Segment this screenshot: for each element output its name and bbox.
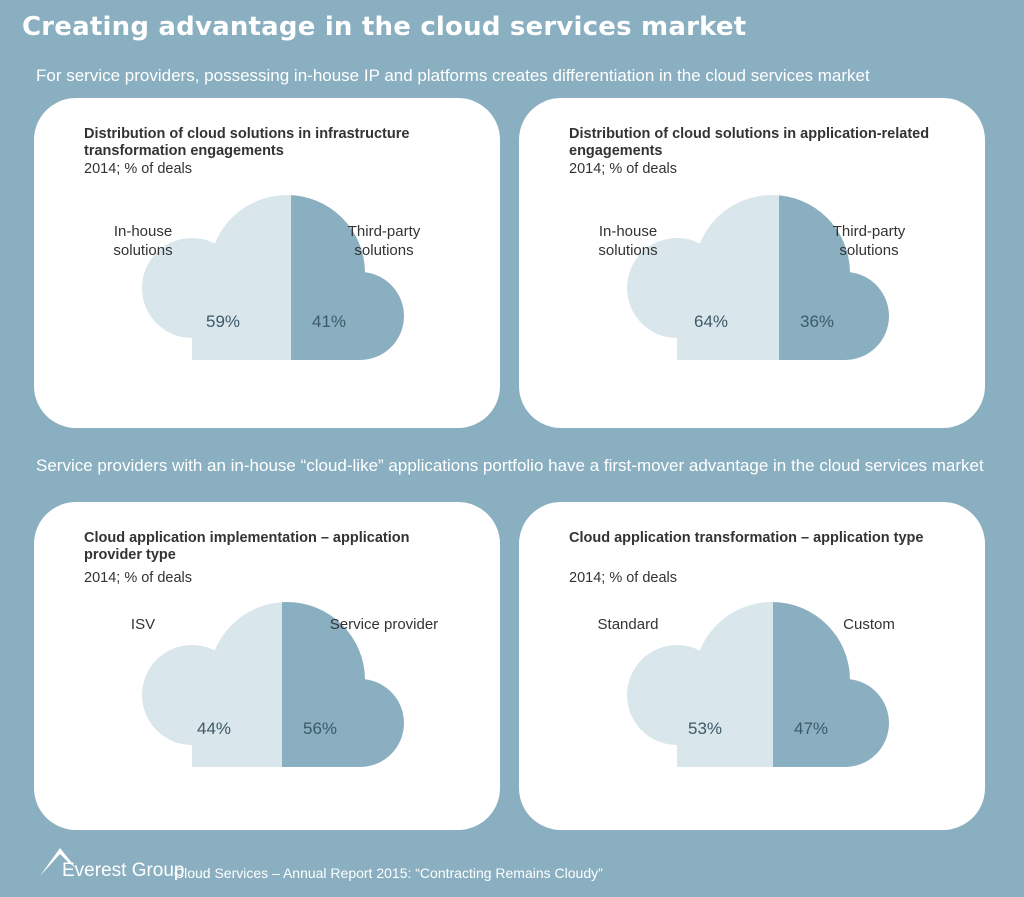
chart-panel-implementation: Cloud application implementation – appli…	[34, 502, 500, 830]
chart-subtitle: 2014; % of deals	[569, 161, 678, 177]
value-label: 53%	[688, 719, 722, 738]
value-label: 56%	[303, 719, 337, 738]
chart-title: Cloud application transformation – appli…	[569, 530, 924, 546]
chart-subtitle: 2014; % of deals	[84, 161, 193, 177]
category-label: In-house solutions	[113, 223, 172, 259]
value-label: 36%	[800, 312, 834, 331]
category-label: ISV	[131, 616, 155, 633]
slice-third-party-solutions	[291, 195, 404, 360]
value-label: 47%	[794, 719, 828, 738]
slice-third-party-solutions	[779, 195, 889, 360]
value-label: 41%	[312, 312, 346, 331]
category-label: In-house solutions	[598, 223, 657, 259]
slice-in-house-solutions	[142, 195, 291, 360]
category-label: Third-party solutions	[833, 223, 906, 259]
chart-panel-application: Distribution of cloud solutions in appli…	[519, 98, 985, 428]
cloud-chart: 44% 56% ISV Service provider	[131, 602, 438, 767]
chart-panel-transformation: Cloud application transformation – appli…	[519, 502, 985, 830]
chart-title: Cloud application implementation – appli…	[84, 530, 410, 563]
cloud-chart: 53% 47% Standard Custom	[598, 602, 895, 767]
slice-isv	[142, 602, 282, 767]
logo-text: Everest Group	[62, 860, 185, 881]
cloud-chart: 59% 41% In-house solutions Third-party soluti…	[113, 195, 421, 360]
category-label: Custom	[843, 616, 895, 633]
category-label: Third-party solutions	[348, 223, 421, 259]
chart-title: Distribution of cloud solutions in infra…	[84, 126, 410, 159]
footer: Everest Group Cloud Services – Annual Re…	[38, 846, 738, 886]
value-label: 44%	[197, 719, 231, 738]
everest-logo-icon	[40, 848, 76, 876]
page-title: Creating advantage in the cloud services…	[22, 12, 747, 42]
source-text: Cloud Services – Annual Report 2015: “Co…	[174, 865, 603, 881]
chart-title: Distribution of cloud solutions in appli…	[569, 126, 930, 159]
chart-subtitle: 2014; % of deals	[569, 570, 678, 586]
section-heading-2: Service providers with an in-house “clou…	[36, 456, 984, 475]
slice-in-house-solutions	[627, 195, 779, 360]
chart-subtitle: 2014; % of deals	[84, 570, 193, 586]
section-heading-1: For service providers, possessing in-hou…	[36, 66, 870, 85]
value-label: 64%	[694, 312, 728, 331]
value-label: 59%	[206, 312, 240, 331]
category-label: Service provider	[330, 616, 438, 633]
chart-panel-infrastructure: Distribution of cloud solutions in infra…	[34, 98, 500, 428]
cloud-chart: 64% 36% In-house solutions Third-party soluti…	[598, 195, 906, 360]
category-label: Standard	[598, 616, 659, 633]
